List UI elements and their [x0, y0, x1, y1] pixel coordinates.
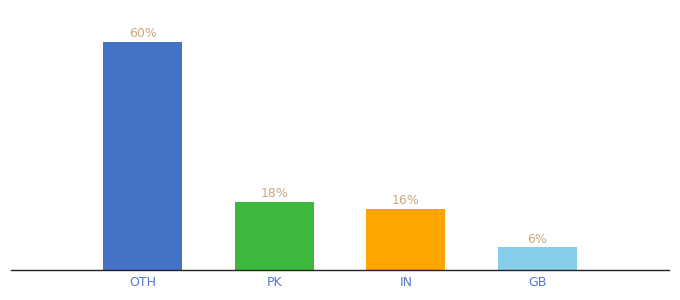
Bar — [103, 42, 182, 270]
Bar — [235, 202, 313, 270]
Text: 16%: 16% — [392, 194, 420, 207]
Text: 6%: 6% — [528, 232, 547, 246]
Text: 18%: 18% — [260, 187, 288, 200]
Bar — [498, 248, 577, 270]
Text: 60%: 60% — [129, 27, 156, 40]
Bar — [367, 209, 445, 270]
